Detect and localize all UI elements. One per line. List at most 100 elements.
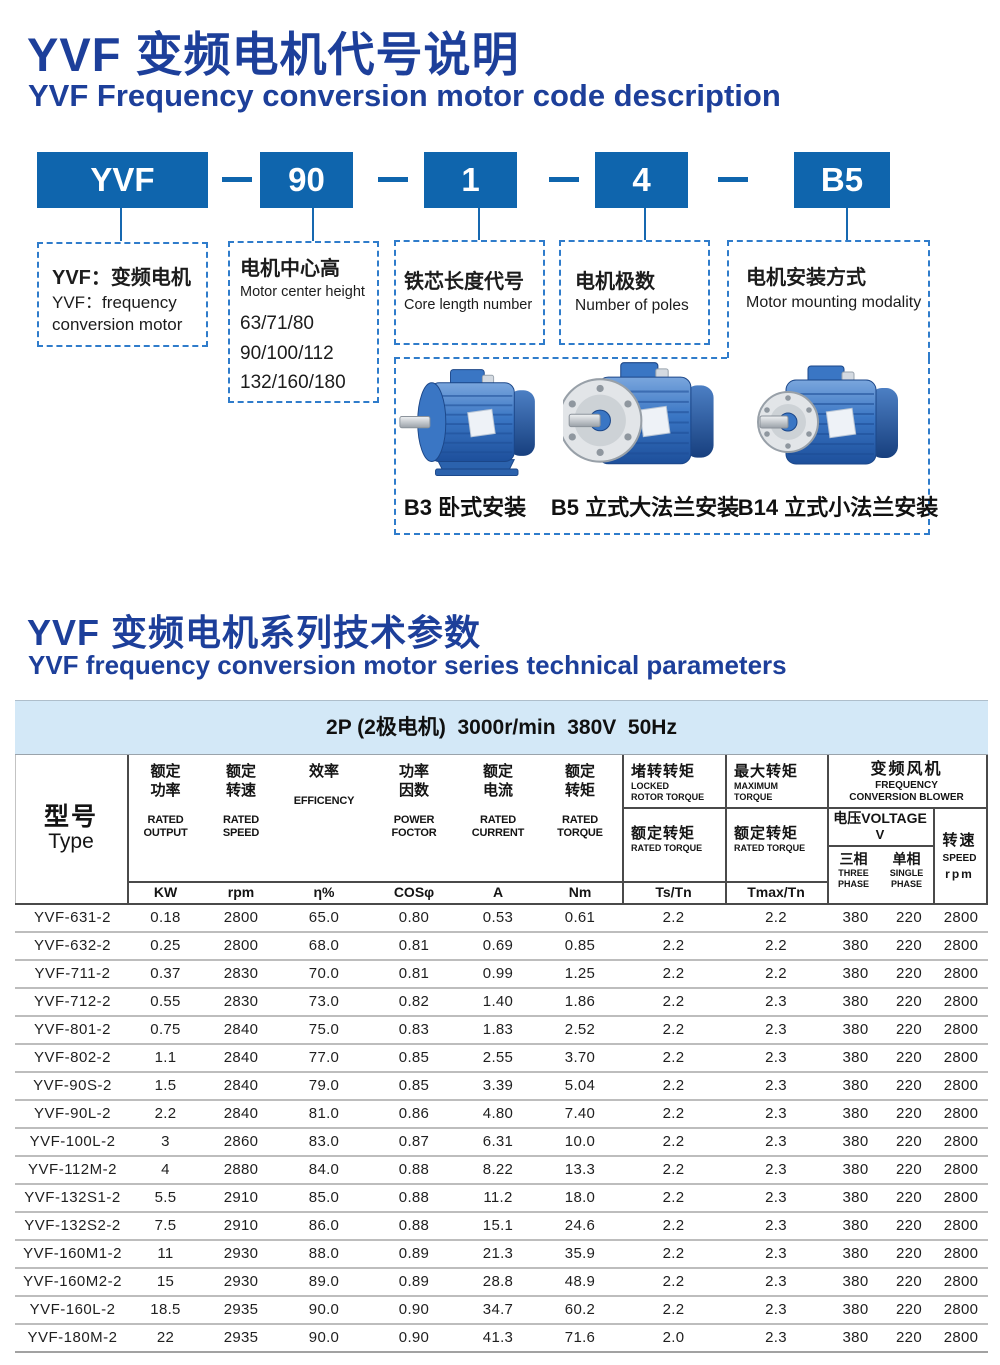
cell-value: 8.22 bbox=[482, 1161, 514, 1178]
cell-value: 2.2 bbox=[662, 1217, 685, 1234]
header-blower: 变频风机 FREQUENCY CONVERSION BLOWER bbox=[849, 761, 964, 803]
cell-value: 2800 bbox=[223, 909, 259, 926]
cell-value: 2.2 bbox=[662, 1133, 685, 1150]
cell-value: 2.3 bbox=[765, 1105, 787, 1122]
cell-value: 2800 bbox=[943, 1021, 979, 1038]
cell-value: 70.0 bbox=[308, 965, 340, 982]
cell-value: 380 bbox=[842, 965, 869, 982]
cell-model: YVF-160M1-2 bbox=[23, 1245, 122, 1262]
cell-value: 88.0 bbox=[308, 1245, 340, 1262]
cell-value: 0.18 bbox=[150, 909, 181, 926]
code-dash-separator bbox=[222, 177, 252, 182]
cell-value: 220 bbox=[896, 1329, 922, 1346]
cell-value: 2800 bbox=[943, 1217, 979, 1234]
cell-value: 0.37 bbox=[150, 965, 181, 982]
desc-box-series: YVF：变频电机 YVF：frequency conversion motor bbox=[37, 242, 208, 347]
cell-value: 86.0 bbox=[308, 1217, 340, 1234]
cell-value: 0.89 bbox=[398, 1245, 430, 1262]
motor-b14-image bbox=[752, 364, 912, 484]
header-unit: A bbox=[492, 884, 504, 900]
cell-value: 380 bbox=[842, 993, 869, 1010]
desc-en: Number of poles bbox=[575, 297, 689, 314]
cell-value: 380 bbox=[842, 1133, 869, 1150]
cell-value: 2.2 bbox=[765, 937, 787, 954]
cell-value: 24.6 bbox=[564, 1217, 596, 1234]
cell-value: 220 bbox=[896, 1049, 922, 1066]
cell-value: 2800 bbox=[943, 1189, 979, 1206]
cell-model: YVF-90S-2 bbox=[33, 1077, 112, 1094]
table-row: YVF-632-2 0.25 2800 68.0 0.81 0.69 0.85 2.2 2.2 3… bbox=[15, 933, 988, 961]
cell-value: 0.86 bbox=[398, 1105, 430, 1122]
cell-value: 380 bbox=[842, 1049, 869, 1066]
cell-value: 2.2 bbox=[765, 909, 787, 926]
table-border-left bbox=[15, 755, 16, 905]
cell-value: 2880 bbox=[223, 1161, 259, 1178]
header-unit: Ts/Tn bbox=[655, 884, 692, 900]
cell-value: 2.2 bbox=[154, 1105, 177, 1122]
desc-en: Motor mounting modality bbox=[746, 294, 922, 311]
cell-value: 3.39 bbox=[482, 1077, 514, 1094]
grid-line bbox=[933, 807, 935, 905]
cell-value: 15.1 bbox=[482, 1217, 514, 1234]
cell-value: 3 bbox=[161, 1133, 170, 1150]
grid-line bbox=[127, 881, 827, 883]
center-height-values: 63/71/80 90/100/112 132/160/180 bbox=[240, 313, 346, 394]
grid-line bbox=[827, 845, 933, 847]
cell-value: 2.3 bbox=[765, 1301, 787, 1318]
cell-value: 2.2 bbox=[662, 1273, 685, 1290]
grid-line bbox=[622, 755, 624, 905]
cell-value: 2800 bbox=[943, 1245, 979, 1262]
cell-value: 2800 bbox=[943, 1133, 979, 1150]
cell-value: 2.2 bbox=[662, 909, 685, 926]
header-col: 功率 因数 POWER FOCTOR bbox=[391, 763, 437, 839]
cell-value: 2.2 bbox=[662, 1077, 685, 1094]
page-title: YVF 变频电机代号说明 bbox=[27, 28, 520, 81]
cell-value: 2.3 bbox=[765, 1273, 787, 1290]
desc-box-mounting: 电机安装方式 Motor mounting modality bbox=[727, 240, 930, 358]
cell-value: 220 bbox=[896, 965, 922, 982]
header-single-phase: 单相 SINGLE PHASE bbox=[889, 851, 924, 889]
cell-value: 79.0 bbox=[308, 1077, 340, 1094]
cell-value: 0.80 bbox=[398, 909, 430, 926]
code-connector-line bbox=[120, 208, 122, 241]
cell-value: 0.81 bbox=[398, 965, 430, 982]
cell-value: 0.53 bbox=[482, 909, 514, 926]
page-subtitle: YVF Frequency conversion motor code desc… bbox=[28, 78, 781, 113]
cell-value: 84.0 bbox=[308, 1161, 340, 1178]
cell-value: 2830 bbox=[223, 993, 259, 1010]
cell-value: 13.3 bbox=[564, 1161, 596, 1178]
cell-value: 0.55 bbox=[150, 993, 181, 1010]
desc-en: Core length number bbox=[404, 297, 533, 313]
cell-value: 5.04 bbox=[564, 1077, 596, 1094]
grid-line bbox=[725, 755, 727, 905]
cell-value: 1.5 bbox=[154, 1077, 177, 1094]
cell-model: YVF-180M-2 bbox=[27, 1329, 118, 1346]
cell-value: 28.8 bbox=[482, 1273, 514, 1290]
cell-value: 2800 bbox=[943, 1301, 979, 1318]
cell-value: 2800 bbox=[223, 937, 259, 954]
cell-value: 1.25 bbox=[564, 965, 596, 982]
cell-value: 0.90 bbox=[398, 1301, 430, 1318]
cell-value: 220 bbox=[896, 909, 922, 926]
header-phases: 三相 THREE PHASE 单相 SINGLE PHASE bbox=[827, 845, 933, 903]
table-banner: 2P (2极电机) 3000r/min 380V 50Hz bbox=[15, 700, 988, 755]
cell-value: 2.3 bbox=[765, 1329, 787, 1346]
cell-value: 7.5 bbox=[154, 1217, 177, 1234]
code-box: 1 bbox=[424, 152, 517, 208]
cell-value: 380 bbox=[842, 1161, 869, 1178]
table-row: YVF-100L-2 3 2860 83.0 0.87 6.31 10.0 2.2 2.3 380… bbox=[15, 1129, 988, 1157]
cell-value: 0.83 bbox=[398, 1021, 430, 1038]
cell-value: 0.85 bbox=[398, 1077, 430, 1094]
table-row: YVF-160M1-2 11 2930 88.0 0.89 21.3 35.9 2.2 2.3 3… bbox=[15, 1241, 988, 1269]
cell-value: 0.81 bbox=[398, 937, 430, 954]
cell-value: 220 bbox=[896, 1105, 922, 1122]
table-row: YVF-711-2 0.37 2830 70.0 0.81 0.99 1.25 2.2 2.2 3… bbox=[15, 961, 988, 989]
cell-value: 2800 bbox=[943, 993, 979, 1010]
cell-value: 71.6 bbox=[564, 1329, 596, 1346]
cell-value: 220 bbox=[896, 937, 922, 954]
cell-value: 220 bbox=[896, 1273, 922, 1290]
code-connector-line bbox=[644, 208, 646, 241]
desc-cn: 铁芯长度代号 bbox=[404, 271, 524, 293]
header-three-phase: 三相 THREE PHASE bbox=[837, 851, 869, 889]
cell-value: 85.0 bbox=[308, 1189, 340, 1206]
